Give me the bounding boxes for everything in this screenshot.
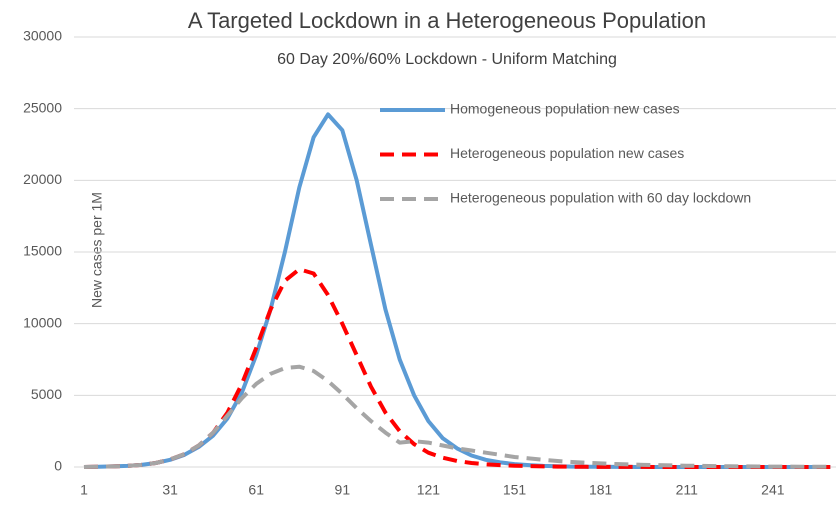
y-axis-label: New cases per 1M	[89, 192, 105, 308]
chart-title: A Targeted Lockdown in a Heterogeneous P…	[188, 8, 706, 33]
x-tick-label: 151	[503, 482, 527, 498]
x-tick-label: 211	[676, 482, 699, 498]
y-tick-label: 25000	[23, 99, 62, 115]
y-tick-label: 15000	[23, 243, 62, 259]
chart-subtitle: 60 Day 20%/60% Lockdown - Uniform Matchi…	[277, 51, 617, 68]
x-tick-label: 91	[335, 482, 351, 498]
x-tick-label: 121	[417, 482, 441, 498]
y-tick-label: 10000	[23, 314, 62, 330]
series-line	[83, 364, 831, 469]
y-tick-label: 0	[54, 458, 62, 474]
y-tick-label: 20000	[23, 171, 62, 187]
series-line	[83, 267, 831, 469]
x-tick-label: 31	[162, 482, 178, 498]
x-tick-label: 61	[248, 482, 264, 498]
y-tick-label: 30000	[23, 28, 62, 44]
legend-label: Heterogeneous population with 60 day loc…	[450, 190, 751, 206]
y-tick-label: 5000	[31, 386, 62, 402]
x-tick-label: 241	[761, 482, 785, 498]
x-tick-label: 1	[80, 482, 88, 498]
series-line	[83, 112, 831, 469]
legend-label: Homogeneous population new cases	[450, 101, 680, 117]
legend-label: Heterogeneous population new cases	[450, 145, 684, 161]
x-tick-label: 181	[589, 482, 613, 498]
